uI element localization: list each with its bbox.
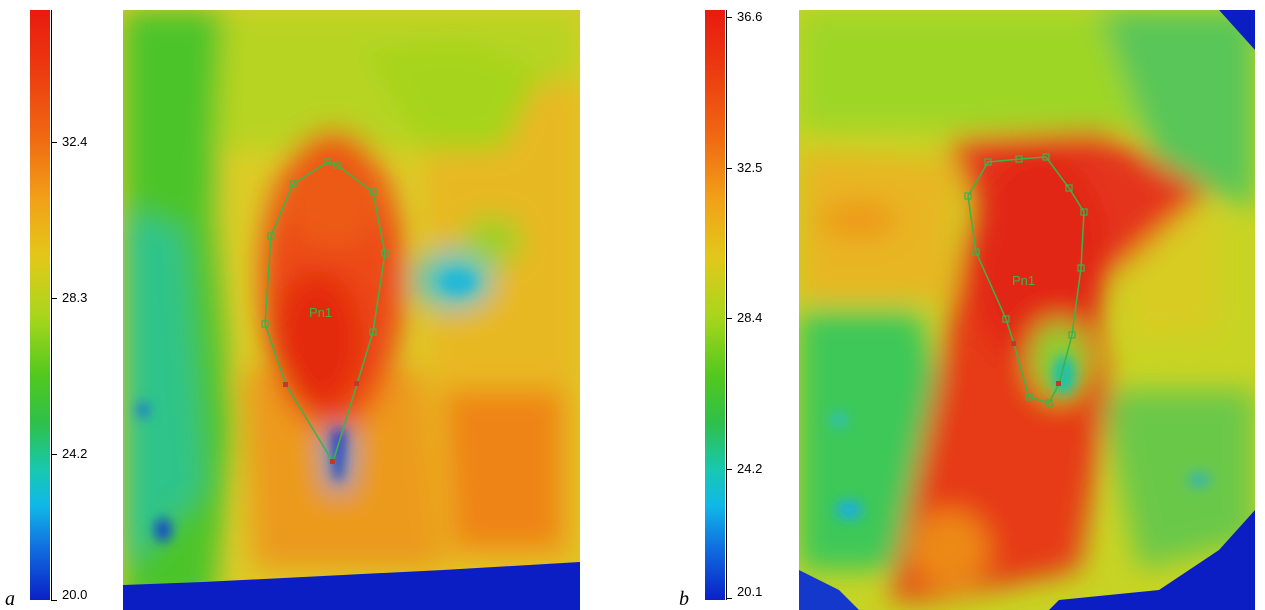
scale-tick-b-1: [726, 17, 732, 18]
color-scale-axis-b: [726, 10, 727, 600]
scale-tick-b-2: [726, 168, 732, 169]
panel-letter-b: b: [679, 588, 689, 610]
scale-tick-b-4: [726, 469, 732, 470]
roi-label-b: Pn1: [1012, 273, 1035, 288]
scale-label-b-1: 36.6: [737, 9, 763, 24]
roi-label-a: Pn1: [309, 305, 332, 320]
panel-b: b 36.6 32.5 28.4 24.2 20.1: [670, 0, 1265, 610]
thermal-image-a: Pn1: [123, 10, 580, 610]
scale-label-b-5: 20.1: [737, 584, 763, 599]
scale-label-a-2: 28.3: [62, 290, 88, 305]
scale-tick-a-3: [51, 454, 57, 455]
scale-label-a-3: 24.2: [62, 446, 88, 461]
panel-a: a 32.4 28.3 24.2 20.0: [0, 0, 600, 610]
scale-label-a-1: 32.4: [62, 134, 88, 149]
roi-polygon-a[interactable]: [264, 161, 386, 464]
scale-label-a-4: 20.0: [62, 587, 88, 602]
scale-label-b-4: 24.2: [737, 461, 763, 476]
scale-tick-a-1: [51, 142, 57, 143]
panel-letter-a: a: [5, 588, 15, 610]
scale-tick-a-2: [51, 298, 57, 299]
color-scale-axis-a: [51, 10, 52, 600]
color-scale-bar-b: [705, 10, 725, 600]
scale-tick-b-5: [726, 598, 732, 599]
scale-tick-b-3: [726, 318, 732, 319]
scale-label-b-3: 28.4: [737, 310, 763, 325]
color-scale-bar-a: [30, 10, 50, 600]
scale-label-b-2: 32.5: [737, 160, 763, 175]
scale-tick-a-4: [51, 600, 57, 601]
thermal-image-b: Pn1: [799, 10, 1255, 610]
